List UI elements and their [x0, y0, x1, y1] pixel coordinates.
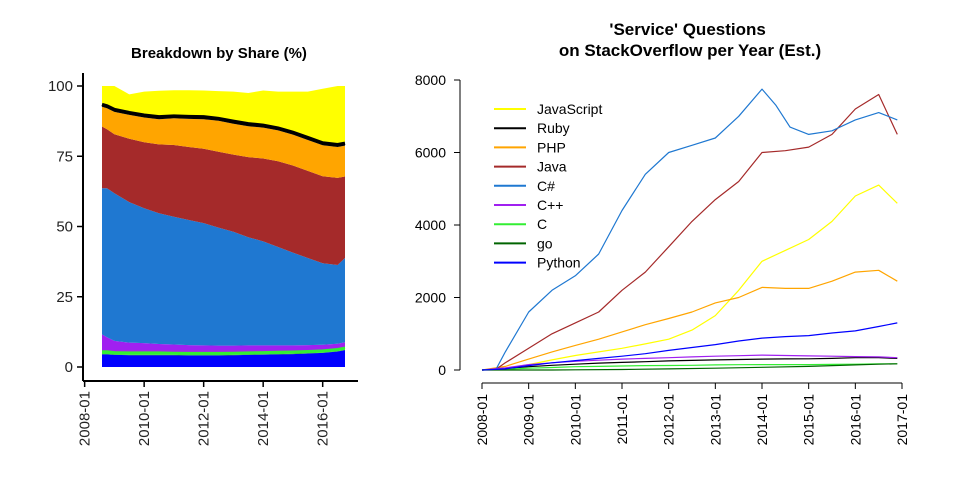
legend-label-go: go — [537, 235, 553, 251]
share-areas — [102, 86, 345, 367]
questions-chart: 'Service' Questions on StackOverflow per… — [415, 20, 910, 445]
line-go — [482, 363, 898, 371]
share-area-java — [102, 126, 345, 265]
questions-y-tick-label: 2000 — [415, 290, 446, 306]
questions-x-tick-label: 2017-01 — [894, 394, 910, 446]
questions-y-ticks: 0 2000 4000 6000 8000 — [415, 72, 460, 378]
share-area-javascript — [102, 86, 345, 145]
share-x-tick-label: 2008-01 — [77, 391, 94, 446]
questions-y-tick-label: 8000 — [415, 72, 446, 88]
share-chart: Breakdown by Share (%) 0 25 50 75 100 2008-0… — [48, 45, 358, 446]
question-lines — [481, 88, 898, 371]
legend-label-javascript: JavaScript — [537, 101, 602, 117]
questions-x-tick-label: 2011-01 — [614, 394, 630, 445]
share-outline-c — [102, 346, 346, 354]
line-c — [481, 363, 898, 371]
share-x-tick-label: 2010-01 — [136, 391, 153, 446]
share-x-ticks: 2008-01 2010-01 2012-01 2014-01 2016-01 — [77, 381, 332, 446]
share-x-tick-label: 2012-01 — [196, 391, 213, 446]
questions-x-tick-label: 2010-01 — [567, 394, 583, 446]
questions-x-tick-label: 2008-01 — [474, 394, 490, 446]
share-outlines — [101, 102, 346, 354]
questions-chart-title-line-1: 'Service' Questions — [609, 20, 765, 39]
legend-label-csharp: C# — [537, 178, 555, 194]
legend-label-java: Java — [537, 159, 567, 175]
share-area-cplusplus — [102, 334, 345, 353]
questions-x-tick-label: 2013-01 — [707, 394, 723, 446]
questions-x-tick-label: 2014-01 — [754, 394, 770, 446]
share-outline-ruby — [101, 102, 346, 147]
share-area-php — [102, 106, 345, 178]
questions-chart-title-line-2: on StackOverflow per Year (Est.) — [559, 41, 821, 60]
legend-label-python: Python — [537, 255, 581, 271]
legend-label-ruby: Ruby — [537, 120, 570, 136]
questions-x-tick-label: 2016-01 — [847, 394, 863, 446]
questions-legend: JavaScript Ruby PHP Java C# C++ Cgo Python — [494, 101, 602, 271]
legend-label-cplusplus: C++ — [537, 197, 563, 213]
share-area-csharp — [102, 188, 345, 346]
questions-y-tick-label: 0 — [438, 362, 446, 378]
questions-x-tick-label: 2009-01 — [521, 394, 537, 446]
share-chart-title: Breakdown by Share (%) — [131, 45, 307, 62]
questions-x-tick-label: 2015-01 — [801, 394, 817, 446]
share-y-tick-label: 25 — [56, 289, 73, 306]
share-y-tick-label: 100 — [48, 78, 73, 95]
share-x-tick-label: 2014-01 — [255, 391, 272, 446]
questions-y-tick-label: 4000 — [415, 217, 446, 233]
questions-x-ticks: 2008-01 2009-01 2010-01 2011-01 2012-01 2013-… — [474, 383, 910, 445]
share-x-tick-label: 2016-01 — [315, 391, 332, 446]
line-python — [481, 322, 898, 371]
share-y-tick-label: 50 — [56, 219, 73, 236]
share-y-tick-label: 0 — [65, 359, 73, 376]
line-ruby — [481, 357, 898, 371]
questions-x-tick-label: 2012-01 — [661, 394, 677, 446]
share-area-python — [102, 350, 345, 367]
line-javascript — [481, 184, 898, 371]
legend-label-php: PHP — [537, 139, 566, 155]
line-java — [481, 93, 898, 371]
share-y-tick-label: 75 — [56, 148, 73, 165]
questions-y-tick-label: 6000 — [415, 145, 446, 161]
legend-label-c: C — [537, 216, 547, 232]
share-y-ticks: 0 25 50 75 100 — [48, 78, 83, 376]
line-php — [481, 269, 898, 371]
questions-chart-title: 'Service' Questions on StackOverflow per… — [559, 20, 821, 60]
share-area-go — [102, 349, 345, 356]
line-csharp — [481, 88, 898, 371]
